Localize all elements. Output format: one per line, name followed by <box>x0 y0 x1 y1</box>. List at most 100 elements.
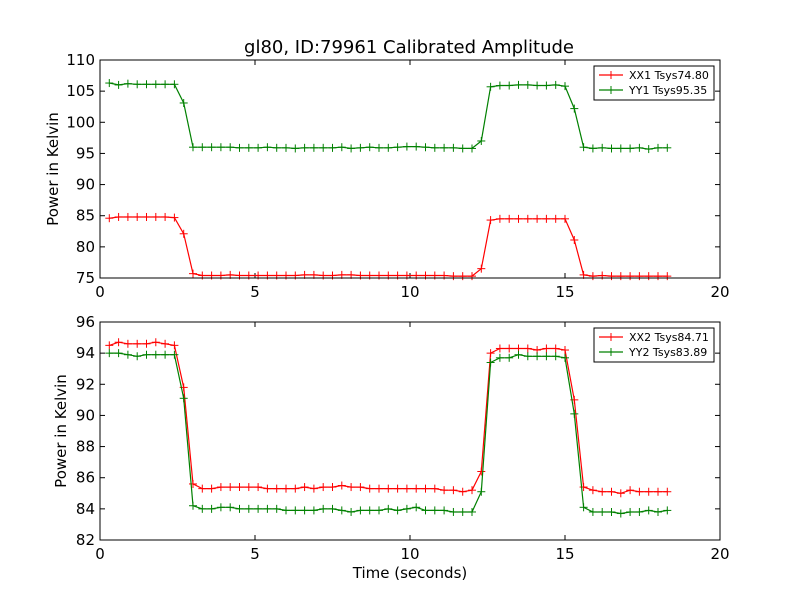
data-point <box>561 82 569 91</box>
data-point <box>151 338 160 347</box>
data-point <box>598 487 607 496</box>
data-point <box>495 214 504 223</box>
data-point <box>412 503 421 512</box>
data-point <box>179 229 188 238</box>
data-point <box>588 272 597 281</box>
data-point <box>505 81 514 90</box>
data-point <box>189 269 197 278</box>
data-point <box>319 504 328 513</box>
data-point <box>170 341 179 350</box>
data-point <box>161 212 170 221</box>
y-tick-label: 90 <box>76 176 95 194</box>
data-point <box>579 503 588 512</box>
data-point <box>133 352 142 361</box>
x-tick-label: 20 <box>710 283 729 301</box>
data-point <box>142 212 151 221</box>
data-point <box>337 143 346 152</box>
top-panel: 0 5 10 15 20 75 80 85 90 95 100 105 110 Power in Kelv… <box>44 51 730 301</box>
y-axis-label: Power in Kelvin <box>44 112 62 226</box>
legend-label: XX1 Tsys74.80 <box>629 69 709 82</box>
data-point <box>449 507 458 516</box>
data-point <box>468 144 476 153</box>
data-point <box>189 143 197 152</box>
data-point <box>495 344 504 353</box>
data-point <box>551 352 560 361</box>
data-point <box>244 143 253 152</box>
data-point <box>179 394 188 403</box>
data-point <box>616 144 625 153</box>
data-point <box>393 143 402 152</box>
y-tick-label: 86 <box>76 469 95 487</box>
data-point <box>477 467 486 476</box>
data-point <box>133 339 142 348</box>
data-point <box>291 144 300 153</box>
data-point <box>430 484 439 493</box>
data-point <box>291 506 300 515</box>
legend: XX1 Tsys74.80 YY1 Tsys95.35 <box>593 65 715 101</box>
data-point <box>440 486 449 495</box>
data-point <box>514 214 523 223</box>
series-xx1 <box>105 212 672 281</box>
y-tick-label: 82 <box>76 531 95 549</box>
data-point <box>375 506 383 515</box>
data-point <box>272 484 281 493</box>
x-tick-label: 10 <box>400 283 419 301</box>
legend-label: YY1 Tsys95.35 <box>628 84 707 97</box>
data-point <box>114 80 123 89</box>
data-point <box>654 507 662 516</box>
data-point <box>375 484 383 493</box>
data-point <box>151 350 160 359</box>
data-point <box>644 506 653 515</box>
legend-box <box>593 65 715 101</box>
data-point <box>272 504 281 513</box>
data-point <box>449 272 458 281</box>
x-tick-label: 15 <box>555 545 574 563</box>
data-point <box>421 506 430 515</box>
data-point <box>402 484 411 493</box>
data-point <box>523 214 532 223</box>
data-point <box>272 143 281 152</box>
data-point <box>542 81 551 90</box>
data-point <box>319 143 328 152</box>
y-tick-label: 90 <box>76 406 95 424</box>
bottom-panel: 0 5 10 15 20 82 84 86 88 90 92 94 96 Power in Kelvin X… <box>52 313 730 563</box>
data-point <box>458 507 467 516</box>
data-point <box>533 214 542 223</box>
data-point <box>430 143 439 152</box>
x-tick-label: 0 <box>95 283 105 301</box>
legend-label: YY2 Tsys83.89 <box>628 346 707 359</box>
data-point <box>635 507 644 516</box>
data-point <box>263 143 272 152</box>
data-point <box>663 272 672 281</box>
x-tick-label: 20 <box>710 545 729 563</box>
data-point <box>551 344 560 353</box>
data-point <box>635 143 644 152</box>
data-point <box>402 142 411 151</box>
data-point <box>337 481 346 490</box>
data-point <box>477 487 486 496</box>
x-tick-label: 5 <box>250 283 260 301</box>
data-point <box>458 487 467 496</box>
data-point <box>598 507 607 516</box>
y-axis-label: Power in Kelvin <box>52 374 70 488</box>
x-tick-label: 5 <box>250 545 260 563</box>
data-point <box>551 80 560 89</box>
data-point <box>142 80 151 89</box>
data-point <box>105 214 114 223</box>
data-point <box>384 484 393 493</box>
data-point <box>263 484 272 493</box>
data-point <box>505 214 514 223</box>
data-point <box>588 507 597 516</box>
data-point <box>151 212 160 221</box>
data-point <box>356 506 365 515</box>
data-point <box>161 339 170 348</box>
data-point <box>412 484 421 493</box>
legend-label: XX2 Tsys84.71 <box>629 331 709 344</box>
data-point <box>356 483 365 492</box>
data-point <box>561 353 569 362</box>
data-point <box>477 264 486 273</box>
data-point <box>514 80 523 89</box>
y-tick-label: 88 <box>76 438 95 456</box>
data-point <box>607 507 616 516</box>
data-point <box>570 236 579 245</box>
